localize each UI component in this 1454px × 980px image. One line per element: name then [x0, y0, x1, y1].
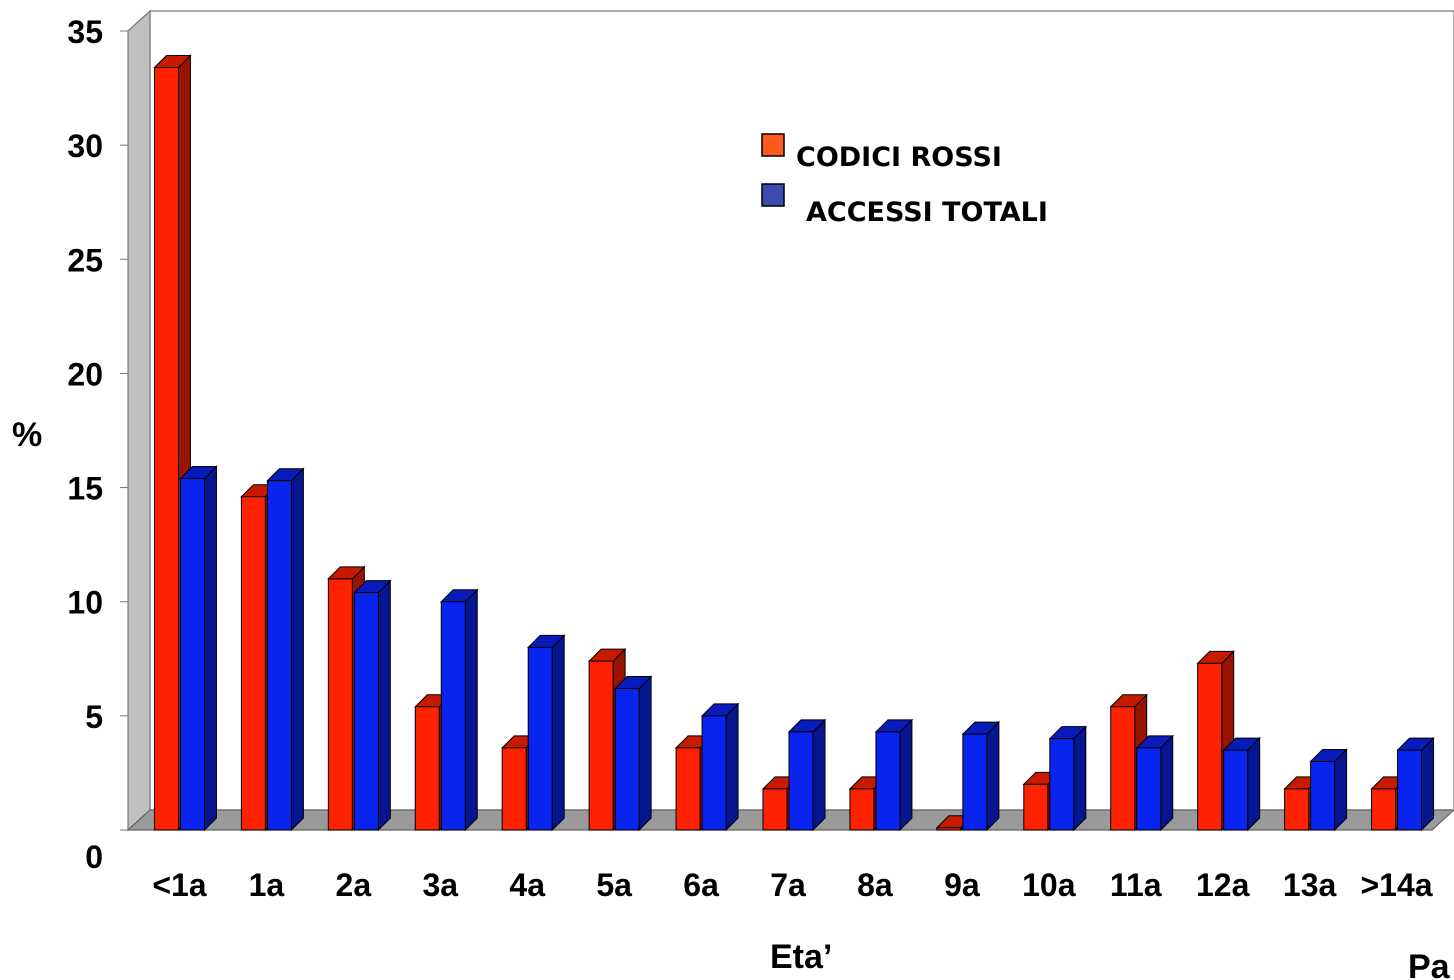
corner-text: Pa: [1408, 948, 1451, 980]
y-tick-label: 5: [85, 699, 103, 735]
side-wall: [127, 9, 151, 832]
bar-front: [588, 660, 614, 831]
bar-side: [1073, 725, 1087, 832]
bar-front: [1023, 783, 1049, 831]
bar-side: [551, 634, 565, 832]
bar-front: [849, 788, 875, 831]
bar-side: [203, 465, 217, 832]
bar-front: [1397, 749, 1423, 831]
bar-accessi-totali-3a: [440, 588, 479, 832]
bar-side: [1160, 734, 1174, 832]
bar-accessi-totali-10a: [1048, 725, 1088, 832]
bar-side: [1247, 736, 1261, 832]
bar-front: [527, 646, 553, 831]
bar-side: [1421, 736, 1435, 832]
bar-accessi-totali-2a: [353, 579, 392, 832]
bar-accessi-totali-12a: [1222, 736, 1261, 832]
bar-front: [1284, 788, 1310, 831]
bar-front: [762, 788, 788, 831]
bar-side: [725, 702, 739, 832]
x-tick-label-9a: 9a: [944, 867, 980, 903]
bar-accessi-totali-1a: [179, 465, 218, 832]
bar-accessi-totali-4a: [526, 634, 566, 832]
x-tick-label-1a: 1a: [249, 867, 285, 903]
bar-front: [936, 827, 962, 831]
bar-front: [179, 477, 205, 831]
bar-side: [986, 720, 1000, 832]
y-axis-ticks: 0 5 10 15 20 25 30 35: [67, 14, 128, 875]
y-tick-label: 20: [67, 356, 103, 392]
bar-side: [899, 718, 913, 832]
bar-front: [1049, 738, 1075, 831]
bar-accessi-totali-8a: [874, 718, 914, 832]
x-tick-label-12a: 12a: [1196, 867, 1250, 903]
x-axis-ticks: <1a 1a 2a 3a 4a 5a 6a 7a 8a 9a 10a 11a 12a 13a >14a: [152, 867, 1432, 903]
bar-front: [962, 733, 988, 831]
bar-front: [353, 592, 379, 831]
bar-front: [1310, 761, 1336, 831]
bar-side: [464, 588, 478, 832]
legend-label-codici-rossi: CODICI ROSSI: [796, 142, 1002, 173]
x-tick-label-13a: 13a: [1283, 867, 1337, 903]
legend-swatch-codici-rossi: [761, 133, 785, 157]
bar-front: [675, 747, 701, 831]
x-axis-label: Eta’: [770, 938, 832, 976]
bar-front: [875, 731, 901, 831]
bar-front: [1110, 706, 1136, 831]
bar-accessi-totali-14a: [1396, 736, 1435, 832]
x-tick-label-1a: <1a: [152, 867, 206, 903]
x-tick-label-11a: 11a: [1110, 867, 1162, 903]
bar-side: [290, 467, 304, 832]
bar-accessi-totali-1a: [266, 467, 305, 832]
bar-accessi-totali-11a: [1135, 734, 1174, 832]
x-tick-label-6a: 6a: [683, 867, 719, 903]
bar-front: [1223, 749, 1249, 831]
bar-front: [1197, 662, 1223, 831]
x-tick-label-7a: 7a: [770, 867, 806, 903]
bar-front: [614, 687, 640, 831]
y-tick-label: 10: [67, 585, 103, 621]
bar-front: [266, 480, 292, 831]
plot-frame: [126, 9, 1454, 832]
bar-front: [788, 731, 814, 831]
y-tick-label: 0: [85, 839, 103, 875]
x-tick-label-4a: 4a: [509, 867, 545, 903]
bars: [153, 54, 1435, 832]
bar-accessi-totali-7a: [787, 718, 827, 832]
bar-front: [240, 496, 266, 831]
bar-side: [638, 675, 652, 832]
bar-front: [1371, 788, 1397, 831]
x-tick-label-8a: 8a: [857, 867, 893, 903]
x-tick-label-2a: 2a: [336, 867, 372, 903]
bar-front: [153, 67, 179, 831]
y-tick-label: 25: [67, 242, 103, 278]
bar-front: [701, 715, 727, 831]
y-tick-label: 30: [67, 128, 103, 164]
bar-accessi-totali-13a: [1309, 748, 1348, 832]
bar-accessi-totali-6a: [700, 702, 740, 832]
bar-accessi-totali-5a: [613, 675, 653, 832]
bar-side: [812, 718, 826, 832]
y-axis-label: %: [12, 416, 42, 454]
legend-label-accessi-totali: ACCESSI TOTALI: [806, 197, 1048, 228]
x-tick-label-10a: 10a: [1022, 867, 1076, 903]
bar-front: [1136, 747, 1162, 831]
x-tick-label-14a: >14a: [1360, 867, 1432, 903]
bar-front: [440, 601, 466, 831]
y-tick-label: 35: [67, 14, 103, 50]
bar-front: [327, 578, 353, 831]
x-tick-label-5a: 5a: [596, 867, 632, 903]
bar-side: [1334, 748, 1348, 832]
legend-swatch-accessi-totali: [761, 183, 785, 207]
legend: CODICI ROSSI ACCESSI TOTALI: [761, 133, 1048, 228]
y-tick-label: 15: [67, 471, 103, 507]
bar-front: [501, 747, 527, 831]
bar-side: [377, 579, 391, 832]
x-tick-label-3a: 3a: [422, 867, 458, 903]
bar-accessi-totali-9a: [961, 720, 1001, 832]
bar-front: [414, 706, 440, 831]
